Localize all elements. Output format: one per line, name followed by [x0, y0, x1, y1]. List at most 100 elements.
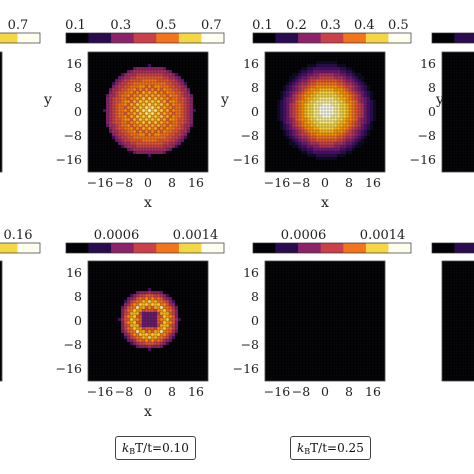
heatmap-cell	[352, 112, 356, 116]
heatmap-cell	[175, 103, 179, 107]
heatmap-cell	[271, 100, 275, 104]
heatmap-cell	[142, 139, 146, 143]
heatmap-cell	[0, 145, 3, 149]
heatmap-cell	[97, 154, 101, 158]
heatmap-cell	[139, 88, 143, 92]
heatmap-cell	[367, 76, 371, 80]
heatmap-cell	[373, 166, 377, 170]
heatmap-cell	[349, 85, 353, 89]
heatmap-cell	[361, 58, 365, 62]
heatmap-cell	[376, 124, 380, 128]
heatmap-cell	[361, 136, 365, 140]
heatmap-cell	[118, 61, 122, 65]
heatmap-cell	[193, 166, 197, 170]
heatmap-cell	[283, 154, 287, 158]
heatmap-cell	[265, 88, 269, 92]
heatmap-cell	[124, 160, 128, 164]
colorbar-segment	[66, 33, 89, 43]
heatmap-cell	[91, 79, 95, 83]
heatmap-cell	[364, 73, 368, 77]
heatmap-cell	[130, 82, 134, 86]
heatmap-cell	[328, 109, 332, 113]
heatmap-cell	[205, 88, 209, 92]
heatmap-cell	[181, 55, 185, 59]
heatmap-cell	[337, 64, 341, 68]
heatmap-cell	[178, 79, 182, 83]
heatmap-cell	[157, 160, 161, 164]
heatmap-cell	[88, 97, 92, 101]
heatmap-cell	[103, 100, 107, 104]
heatmap-cell	[310, 85, 314, 89]
heatmap-cell	[160, 109, 164, 113]
heatmap-cell	[157, 91, 161, 95]
heatmap-cell	[193, 106, 197, 110]
heatmap-cell	[331, 136, 335, 140]
heatmap-cell	[181, 151, 185, 155]
heatmap-cell	[151, 154, 155, 158]
heatmap-cell	[382, 88, 386, 92]
heatmap-cell	[352, 136, 356, 140]
heatmap-cell	[91, 67, 95, 71]
heatmap-cell	[289, 142, 293, 146]
heatmap-cell	[277, 82, 281, 86]
heatmap-cell	[142, 151, 146, 155]
heatmap-cell	[124, 94, 128, 98]
heatmap-cell	[91, 100, 95, 104]
heatmap-cell	[382, 127, 386, 131]
heatmap-cell	[190, 157, 194, 161]
heatmap-cell	[142, 88, 146, 92]
heatmap-cell	[175, 106, 179, 110]
heatmap-cell	[268, 106, 272, 110]
heatmap-cell	[304, 103, 308, 107]
heatmap-cell	[97, 145, 101, 149]
heatmap-cell	[133, 136, 137, 140]
heatmap-cell	[310, 55, 314, 59]
heatmap-cell	[325, 55, 329, 59]
heatmap-cell	[145, 94, 149, 98]
heatmap-cell	[328, 82, 332, 86]
heatmap-cell	[301, 145, 305, 149]
heatmap-cell	[91, 166, 95, 170]
heatmap-cell	[163, 82, 167, 86]
heatmap-cell	[337, 130, 341, 134]
heatmap-cell	[127, 151, 131, 155]
heatmap-cell	[106, 157, 110, 161]
heatmap-cell	[292, 103, 296, 107]
heatmap-cell	[325, 148, 329, 152]
heatmap-cell	[112, 166, 116, 170]
heatmap-cell	[133, 58, 137, 62]
heatmap-cell	[361, 55, 365, 59]
heatmap-cell	[367, 94, 371, 98]
heatmap-cell	[304, 154, 308, 158]
heatmap-cell	[94, 109, 98, 113]
heatmap-cell	[337, 136, 341, 140]
heatmap-cell	[136, 82, 140, 86]
heatmap-cell	[142, 91, 146, 95]
heatmap-cell	[163, 130, 167, 134]
heatmap-cell	[358, 94, 362, 98]
heatmap-cell	[178, 112, 182, 116]
heatmap-cell	[196, 61, 200, 65]
heatmap-cell	[175, 70, 179, 74]
heatmap-cell	[142, 82, 146, 86]
heatmap-cell	[370, 76, 374, 80]
heatmap-cell	[298, 121, 302, 125]
heatmap-cell	[358, 76, 362, 80]
heatmap-cell	[307, 100, 311, 104]
heatmap-cell	[133, 76, 137, 80]
heatmap-cell	[265, 103, 269, 107]
heatmap-cell	[169, 67, 173, 71]
heatmap-cell	[172, 91, 176, 95]
heatmap-cell	[205, 64, 209, 68]
heatmap-cell	[343, 64, 347, 68]
heatmap-cell	[139, 154, 143, 158]
heatmap-cell	[337, 109, 341, 113]
heatmap-cell	[151, 124, 155, 128]
heatmap-cell	[154, 64, 158, 68]
heatmap-cell	[130, 112, 134, 116]
heatmap-cell	[319, 73, 323, 77]
heatmap-cell	[352, 133, 356, 137]
heatmap-cell	[367, 136, 371, 140]
heatmap-cell	[358, 124, 362, 128]
heatmap-cell	[322, 61, 326, 65]
